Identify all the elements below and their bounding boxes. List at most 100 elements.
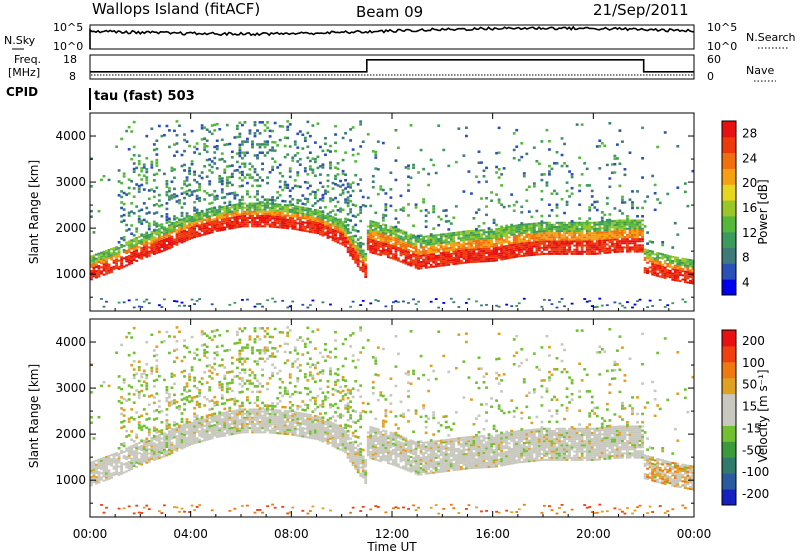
power-cell	[253, 204, 257, 207]
power-cell	[256, 129, 259, 132]
power-cell	[618, 162, 622, 166]
velocity-cell	[208, 386, 212, 389]
power-cell	[570, 230, 574, 233]
power-cell	[467, 254, 471, 257]
power-cell	[482, 258, 486, 261]
power-cell	[321, 217, 325, 220]
power-cell	[344, 243, 347, 246]
power-cell	[548, 242, 551, 245]
power-cell	[502, 230, 506, 234]
power-cell	[477, 258, 481, 261]
power-cell	[366, 196, 370, 200]
power-cell	[595, 200, 599, 204]
power-cell	[475, 240, 478, 243]
power-cell	[155, 229, 159, 232]
power-cell	[331, 237, 335, 240]
power-cell	[253, 202, 257, 205]
power-cell	[593, 221, 597, 224]
power-cell	[135, 247, 139, 250]
power-cell	[600, 223, 604, 226]
velocity-cell	[162, 451, 166, 454]
power-cell	[293, 205, 297, 208]
power-cell	[160, 235, 164, 238]
power-cell	[140, 238, 144, 241]
power-cell	[573, 240, 577, 243]
power-cell	[268, 213, 272, 216]
velocity-cell	[137, 421, 141, 424]
velocity-cell	[178, 405, 181, 408]
power-cell	[663, 262, 667, 265]
power-cell	[656, 256, 660, 259]
power-cell	[188, 225, 191, 228]
power-cell	[334, 213, 337, 216]
power-cell	[115, 258, 118, 261]
power-cell	[392, 236, 395, 239]
velocity-cell	[175, 449, 179, 452]
power-cell	[354, 240, 358, 243]
power-cell	[490, 259, 493, 262]
power-cell	[321, 234, 325, 237]
power-cell	[311, 222, 315, 226]
power-cell	[168, 217, 171, 221]
velocity-cell	[210, 435, 214, 438]
power-cell	[490, 243, 493, 246]
velocity-cell	[188, 441, 191, 444]
power-cell	[208, 219, 212, 222]
power-cell	[457, 256, 461, 259]
power-cell	[530, 231, 534, 234]
power-cell	[132, 145, 136, 149]
power-cell	[527, 239, 531, 242]
power-cell	[246, 151, 249, 154]
power-cell	[218, 174, 222, 178]
velocity-cell	[168, 442, 171, 445]
velocity-cell	[193, 351, 196, 355]
power-cell	[467, 298, 471, 301]
power-cell	[537, 226, 541, 229]
power-cell	[618, 242, 622, 245]
power-cell	[188, 169, 191, 173]
power-cell	[603, 237, 607, 240]
power-cell	[120, 262, 124, 265]
power-cell	[618, 248, 622, 251]
velocity-cell	[137, 452, 141, 455]
power-cell	[162, 249, 166, 252]
power-cell	[548, 236, 551, 239]
power-cell	[291, 225, 295, 228]
power-cell	[263, 208, 267, 211]
power-cell	[407, 240, 410, 243]
power-cell	[633, 223, 637, 226]
power-cell	[313, 227, 317, 230]
power-cell	[331, 218, 335, 221]
power-cell	[137, 154, 141, 157]
velocity-cell	[165, 399, 169, 403]
power-cell	[283, 214, 287, 217]
power-cell	[510, 244, 514, 247]
power-cell	[90, 269, 93, 272]
power-cell	[200, 227, 204, 230]
power-cell	[132, 195, 136, 198]
power-cell	[195, 222, 199, 226]
power-cell	[356, 213, 360, 216]
power-cell	[339, 225, 342, 229]
power-cell	[246, 181, 249, 185]
velocity-cell	[160, 512, 164, 514]
power-cell	[364, 259, 368, 262]
power-cell	[319, 165, 322, 168]
power-cell	[656, 258, 660, 261]
power-cell	[389, 171, 393, 175]
power-cell	[505, 236, 509, 239]
power-cell	[618, 246, 622, 249]
power-cell	[480, 256, 483, 259]
power-cell	[434, 234, 438, 237]
power-cell	[102, 254, 106, 258]
velocity-cell	[185, 385, 189, 388]
power-cell	[598, 223, 602, 226]
power-cell	[246, 206, 249, 209]
power-cell	[173, 215, 176, 218]
power-cell	[384, 230, 388, 233]
power-cell	[613, 219, 617, 222]
power-cell	[117, 169, 121, 172]
power-cell	[147, 222, 151, 225]
velocity-cell	[173, 434, 176, 437]
power-cell	[132, 246, 136, 249]
